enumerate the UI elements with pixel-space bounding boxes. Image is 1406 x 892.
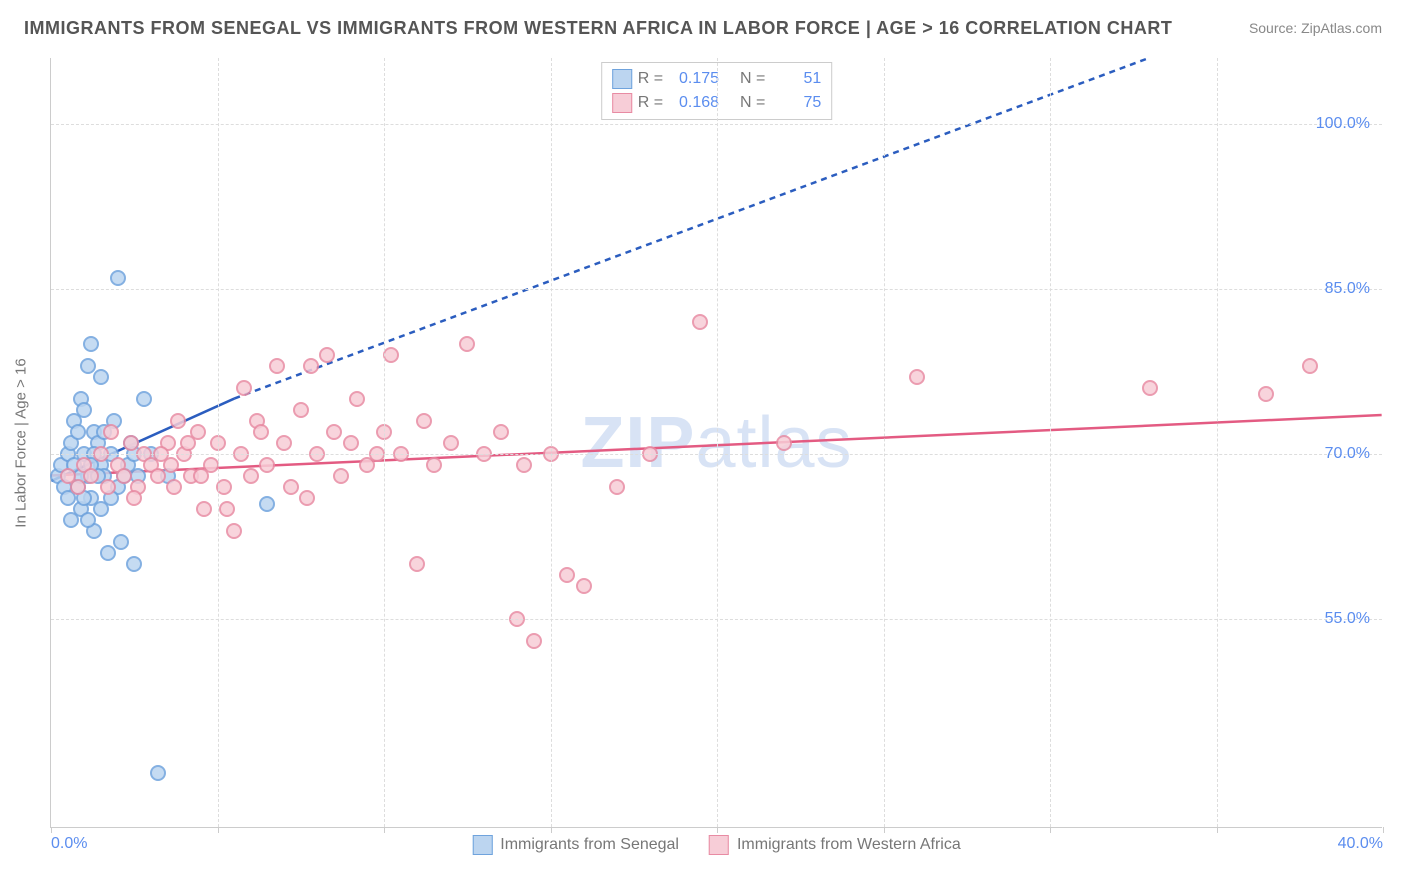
- ytick-label: 55.0%: [1325, 610, 1370, 628]
- chart-title: IMMIGRANTS FROM SENEGAL VS IMMIGRANTS FR…: [24, 18, 1172, 39]
- point-wafrica: [326, 424, 342, 440]
- point-wafrica: [166, 479, 182, 495]
- trend-line: [234, 58, 1149, 399]
- point-wafrica: [383, 347, 399, 363]
- point-wafrica: [103, 424, 119, 440]
- xtick: [218, 827, 219, 833]
- point-wafrica: [692, 314, 708, 330]
- point-wafrica: [170, 413, 186, 429]
- xtick: [717, 827, 718, 833]
- xtick: [384, 827, 385, 833]
- point-wafrica: [276, 435, 292, 451]
- legend-item: Immigrants from Senegal: [472, 835, 679, 855]
- point-wafrica: [236, 380, 252, 396]
- point-wafrica: [219, 501, 235, 517]
- xtick: [1050, 827, 1051, 833]
- legend-swatch-wafrica: [709, 835, 729, 855]
- ytick-label: 100.0%: [1316, 115, 1370, 133]
- point-wafrica: [426, 457, 442, 473]
- gridline-v: [884, 58, 885, 827]
- point-wafrica: [493, 424, 509, 440]
- xtick-label: 0.0%: [51, 835, 87, 853]
- point-wafrica: [776, 435, 792, 451]
- point-wafrica: [123, 435, 139, 451]
- legend-item: Immigrants from Western Africa: [709, 835, 961, 855]
- point-wafrica: [193, 468, 209, 484]
- xtick: [1383, 827, 1384, 833]
- point-wafrica: [409, 556, 425, 572]
- point-wafrica: [303, 358, 319, 374]
- point-wafrica: [1302, 358, 1318, 374]
- point-wafrica: [226, 523, 242, 539]
- point-wafrica: [1258, 386, 1274, 402]
- point-wafrica: [343, 435, 359, 451]
- point-senegal: [83, 336, 99, 352]
- point-senegal: [93, 369, 109, 385]
- gridline-v: [1217, 58, 1218, 827]
- xtick: [551, 827, 552, 833]
- point-wafrica: [126, 490, 142, 506]
- point-wafrica: [516, 457, 532, 473]
- point-wafrica: [70, 479, 86, 495]
- xtick: [884, 827, 885, 833]
- gridline-v: [218, 58, 219, 827]
- point-wafrica: [269, 358, 285, 374]
- point-senegal: [113, 534, 129, 550]
- point-senegal: [70, 424, 86, 440]
- point-wafrica: [243, 468, 259, 484]
- point-wafrica: [150, 468, 166, 484]
- point-wafrica: [459, 336, 475, 352]
- point-senegal: [93, 501, 109, 517]
- point-wafrica: [216, 479, 232, 495]
- point-wafrica: [283, 479, 299, 495]
- point-wafrica: [416, 413, 432, 429]
- source-label: Source: ZipAtlas.com: [1249, 20, 1382, 36]
- xtick: [1217, 827, 1218, 833]
- point-wafrica: [319, 347, 335, 363]
- legend-bottom: Immigrants from Senegal Immigrants from …: [472, 835, 961, 855]
- point-senegal: [110, 270, 126, 286]
- point-wafrica: [196, 501, 212, 517]
- point-wafrica: [443, 435, 459, 451]
- point-wafrica: [909, 369, 925, 385]
- point-wafrica: [100, 479, 116, 495]
- point-wafrica: [349, 391, 365, 407]
- gridline-v: [717, 58, 718, 827]
- point-wafrica: [559, 567, 575, 583]
- point-wafrica: [116, 468, 132, 484]
- point-wafrica: [333, 468, 349, 484]
- point-wafrica: [609, 479, 625, 495]
- point-wafrica: [163, 457, 179, 473]
- point-senegal: [126, 556, 142, 572]
- gridline-v: [1050, 58, 1051, 827]
- xtick-label: 40.0%: [1338, 835, 1383, 853]
- gridline-v: [551, 58, 552, 827]
- legend-label: Immigrants from Western Africa: [737, 836, 961, 854]
- point-senegal: [80, 512, 96, 528]
- point-wafrica: [299, 490, 315, 506]
- point-wafrica: [526, 633, 542, 649]
- ytick-label: 70.0%: [1325, 445, 1370, 463]
- point-senegal: [80, 358, 96, 374]
- point-wafrica: [259, 457, 275, 473]
- point-senegal: [100, 545, 116, 561]
- point-wafrica: [180, 435, 196, 451]
- point-senegal: [136, 391, 152, 407]
- point-senegal: [150, 765, 166, 781]
- ytick-label: 85.0%: [1325, 280, 1370, 298]
- y-axis-label: In Labor Force | Age > 16: [13, 358, 30, 527]
- point-wafrica: [293, 402, 309, 418]
- legend-label: Immigrants from Senegal: [500, 836, 679, 854]
- point-wafrica: [1142, 380, 1158, 396]
- legend-swatch-senegal: [472, 835, 492, 855]
- gridline-v: [384, 58, 385, 827]
- point-senegal: [259, 496, 275, 512]
- xtick: [51, 827, 52, 833]
- point-wafrica: [83, 468, 99, 484]
- point-wafrica: [576, 578, 592, 594]
- point-senegal: [76, 402, 92, 418]
- point-wafrica: [253, 424, 269, 440]
- plot-area: In Labor Force | Age > 16 ZIPatlas R = 0…: [50, 58, 1382, 828]
